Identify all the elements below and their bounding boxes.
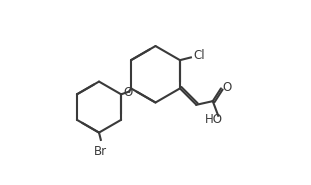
Text: Br: Br — [94, 145, 107, 158]
Text: O: O — [123, 86, 133, 99]
Text: O: O — [222, 81, 232, 94]
Text: HO: HO — [205, 113, 223, 126]
Text: Cl: Cl — [194, 49, 205, 62]
